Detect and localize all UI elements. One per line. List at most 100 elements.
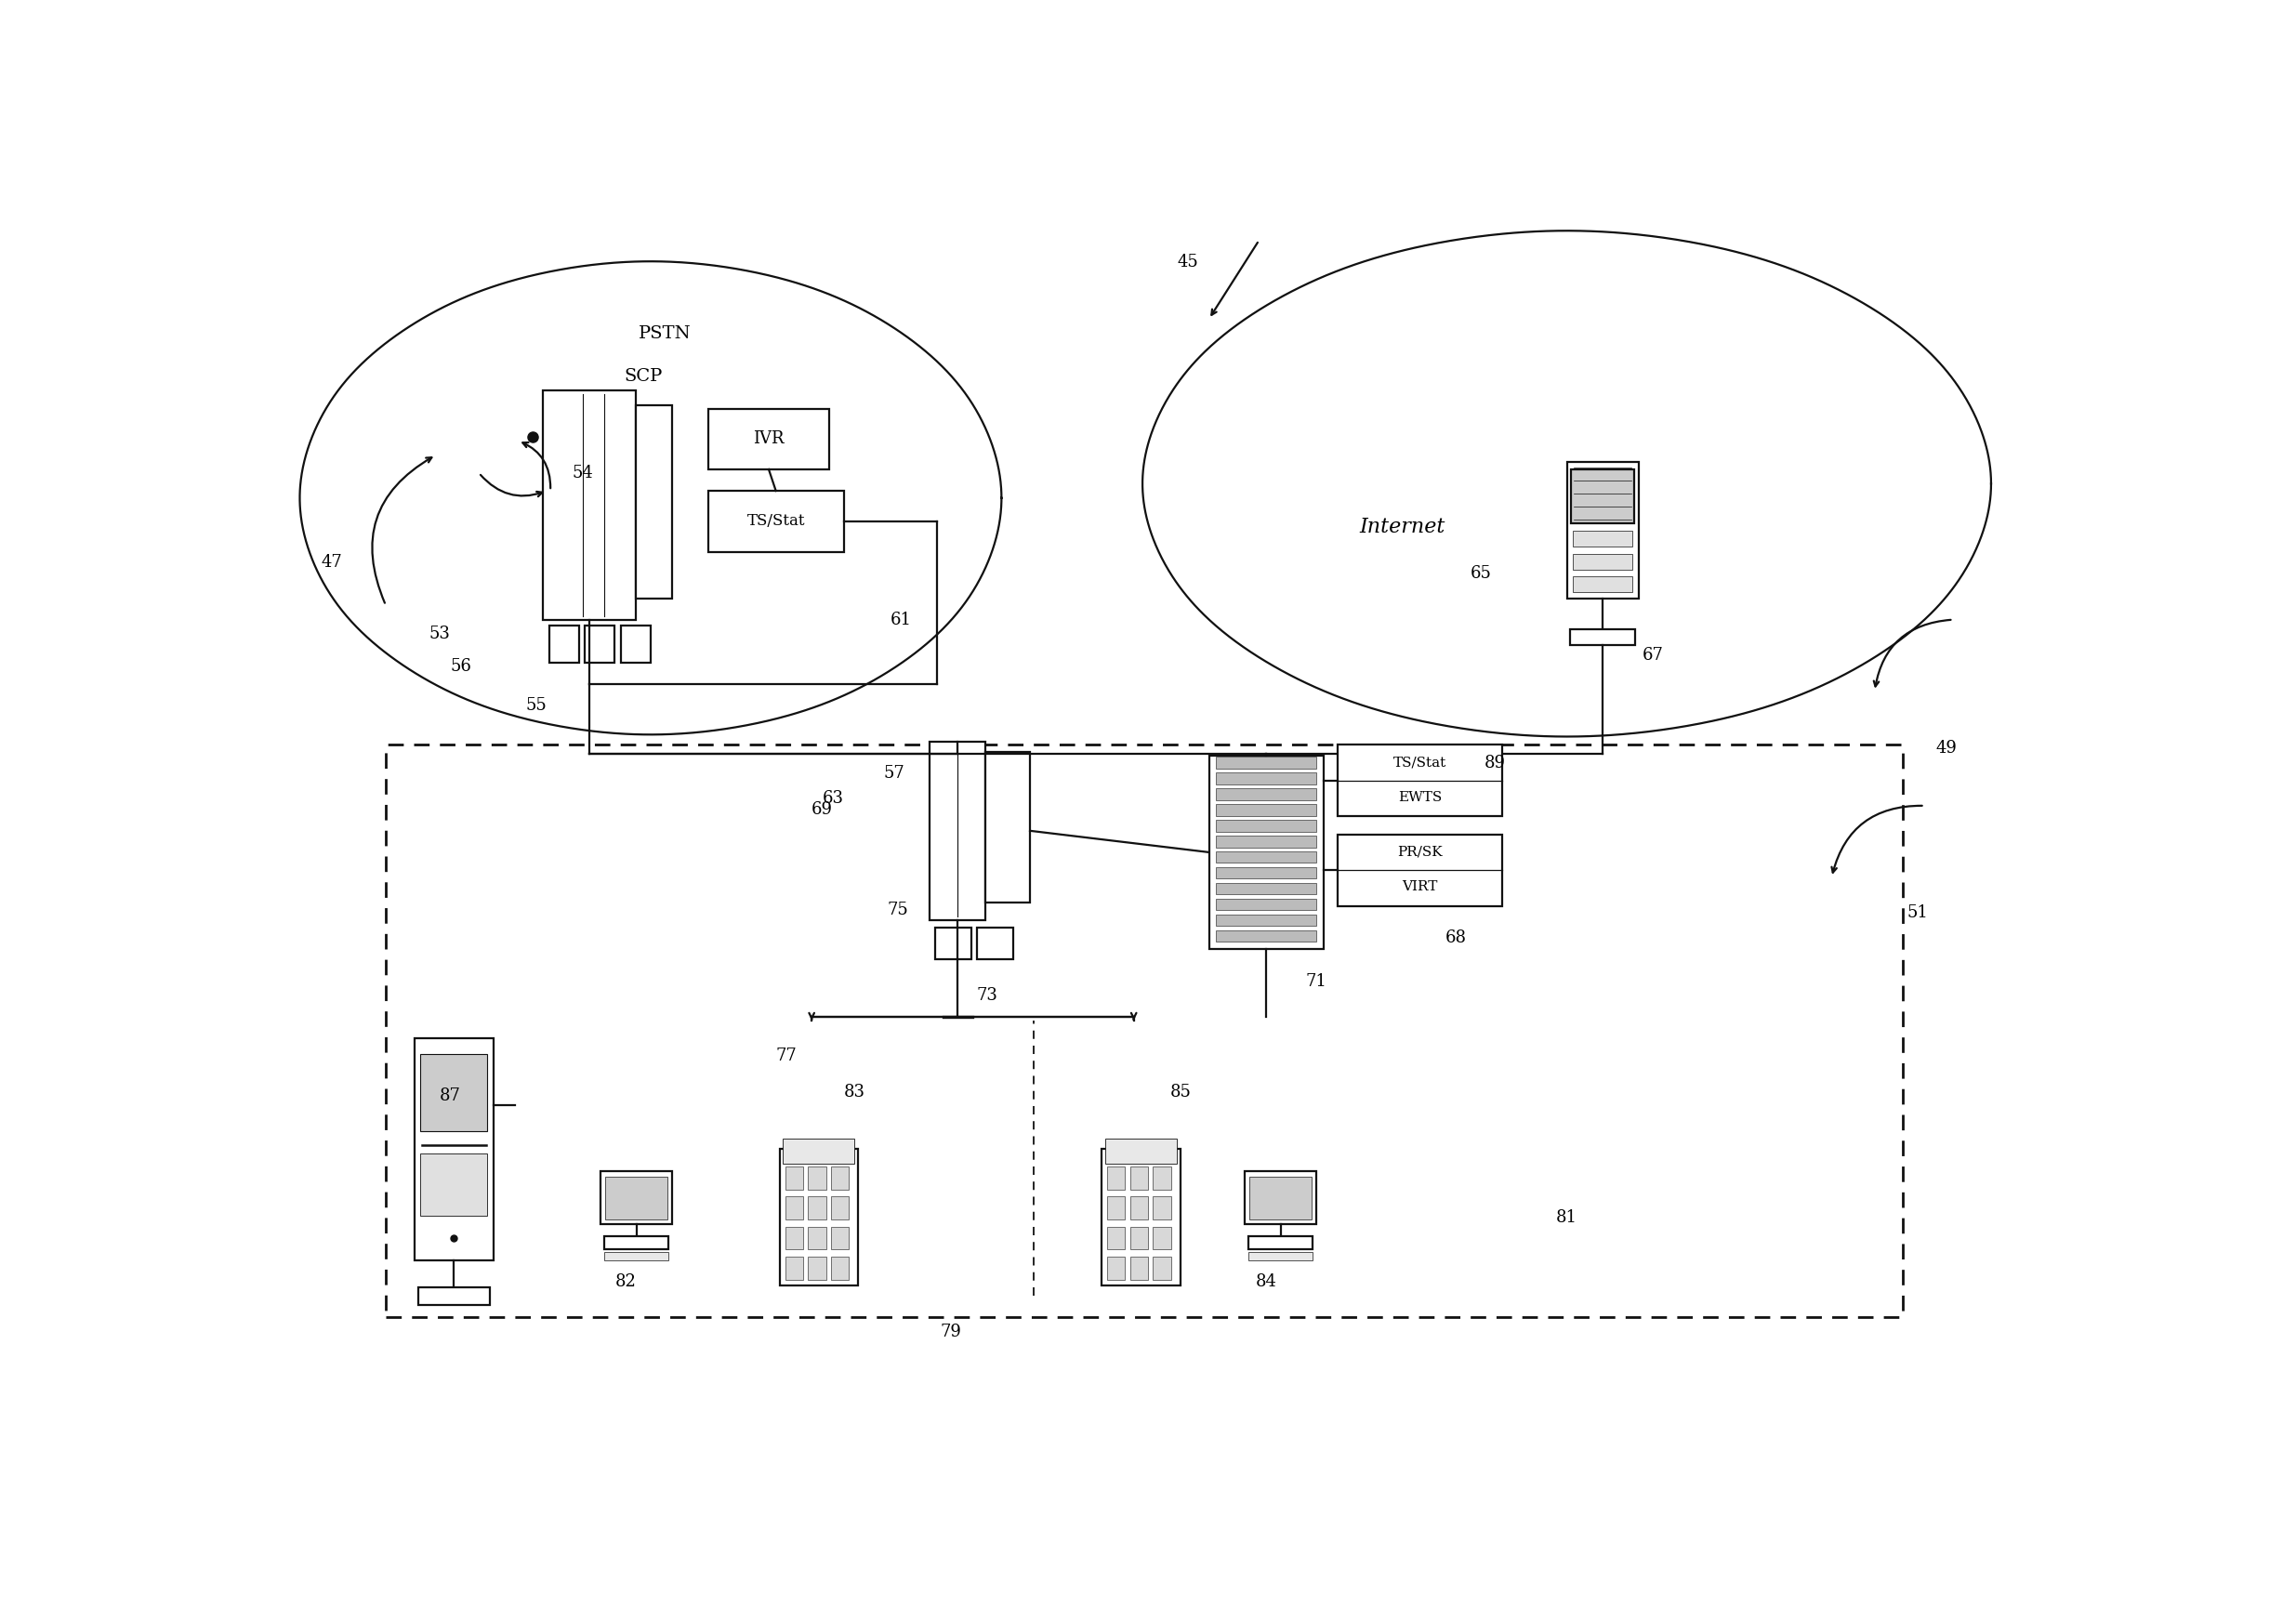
Bar [1130, 1196, 1148, 1219]
Bar [1573, 554, 1632, 569]
Bar [1153, 1167, 1171, 1190]
Text: 77: 77 [776, 1047, 797, 1065]
Text: 81: 81 [1557, 1209, 1577, 1225]
Bar [1339, 835, 1502, 906]
Bar [785, 1256, 804, 1279]
Text: 54: 54 [572, 465, 592, 481]
Text: 55: 55 [526, 697, 546, 713]
Bar [620, 626, 650, 663]
Polygon shape [1143, 230, 1991, 736]
Text: 65: 65 [1469, 564, 1492, 582]
Text: 47: 47 [321, 554, 342, 571]
Text: 69: 69 [813, 801, 833, 817]
Bar [808, 1167, 827, 1190]
Polygon shape [301, 261, 1001, 734]
Bar [1249, 1251, 1313, 1260]
Text: IVR: IVR [753, 431, 785, 447]
Bar [831, 1167, 850, 1190]
Bar [985, 752, 1031, 903]
Text: 84: 84 [1256, 1272, 1277, 1290]
Bar [1339, 746, 1502, 817]
Bar [386, 746, 1903, 1318]
Bar [1217, 804, 1316, 815]
Bar [1249, 1177, 1311, 1219]
Bar [808, 1227, 827, 1250]
Bar [420, 1154, 487, 1216]
Text: 49: 49 [1936, 741, 1956, 757]
Bar [831, 1227, 850, 1250]
Bar [1566, 462, 1639, 598]
Bar [514, 1021, 1552, 1295]
Bar [1570, 629, 1635, 645]
Bar [783, 1138, 854, 1164]
Bar [1130, 1167, 1148, 1190]
Bar [707, 491, 845, 551]
Bar [1107, 1256, 1125, 1279]
Bar [1217, 898, 1316, 911]
Bar [1573, 532, 1632, 546]
Text: 68: 68 [1444, 930, 1467, 947]
Text: 83: 83 [845, 1083, 866, 1101]
Text: 82: 82 [615, 1272, 636, 1290]
Bar [930, 741, 985, 921]
Text: 63: 63 [822, 789, 845, 807]
Bar [1217, 836, 1316, 848]
Bar [1217, 883, 1316, 895]
Bar [808, 1196, 827, 1219]
Text: 71: 71 [1306, 973, 1327, 989]
Bar [1217, 930, 1316, 942]
Bar [1104, 1138, 1178, 1164]
Bar [604, 1251, 668, 1260]
Text: 79: 79 [941, 1323, 962, 1341]
Bar [420, 1054, 487, 1131]
Text: 73: 73 [976, 987, 999, 1003]
Bar [1217, 914, 1316, 926]
Bar [1217, 820, 1316, 832]
Text: 75: 75 [886, 901, 909, 917]
Bar [785, 1196, 804, 1219]
Text: TS/Stat: TS/Stat [746, 514, 806, 528]
Bar [1102, 1149, 1180, 1285]
Text: PSTN: PSTN [638, 324, 691, 342]
Bar [602, 1170, 673, 1224]
Text: PR/SK: PR/SK [1398, 846, 1442, 859]
Bar [604, 1237, 668, 1250]
Bar [1244, 1170, 1316, 1224]
Text: TS/Stat: TS/Stat [1394, 757, 1446, 770]
Text: VIRT: VIRT [1403, 880, 1437, 893]
Bar [785, 1167, 804, 1190]
Bar [707, 408, 829, 470]
Bar [1210, 755, 1322, 948]
Bar [1130, 1256, 1148, 1279]
Text: 61: 61 [891, 611, 912, 627]
Bar [585, 626, 615, 663]
Bar [808, 1256, 827, 1279]
Bar [1107, 1227, 1125, 1250]
Bar [1217, 851, 1316, 862]
Bar [1217, 867, 1316, 879]
Bar [1217, 773, 1316, 785]
Bar [1130, 1227, 1148, 1250]
Bar [1153, 1196, 1171, 1219]
Bar [636, 405, 673, 598]
Text: Internet: Internet [1359, 517, 1444, 537]
Bar [544, 391, 636, 619]
Bar [1217, 788, 1316, 801]
Text: 57: 57 [884, 765, 905, 781]
Bar [785, 1227, 804, 1250]
Bar [1153, 1256, 1171, 1279]
Text: 45: 45 [1178, 253, 1199, 271]
Bar [1153, 1227, 1171, 1250]
Text: 87: 87 [439, 1088, 461, 1104]
Text: 56: 56 [450, 658, 471, 674]
Bar [413, 1039, 494, 1260]
Bar [831, 1196, 850, 1219]
Text: 51: 51 [1908, 905, 1929, 921]
Text: EWTS: EWTS [1398, 791, 1442, 804]
Bar [1573, 577, 1632, 592]
Bar [604, 1177, 668, 1219]
Bar [1249, 1237, 1313, 1250]
Text: SCP: SCP [625, 368, 664, 384]
Text: 89: 89 [1486, 754, 1506, 772]
Bar [1107, 1196, 1125, 1219]
